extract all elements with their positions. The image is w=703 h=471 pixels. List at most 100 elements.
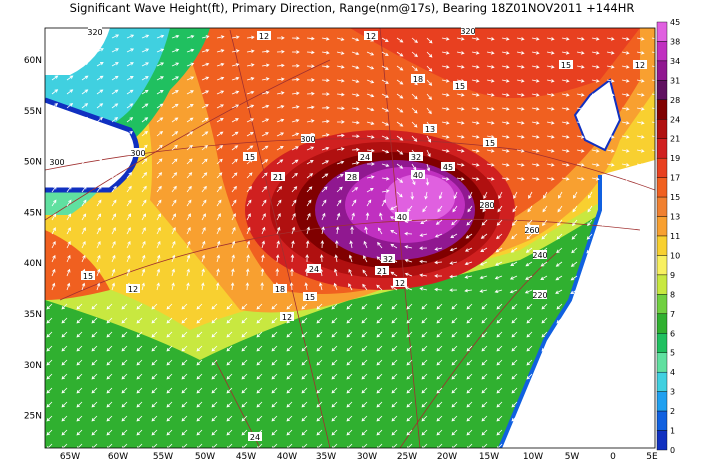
colorbar-swatch — [656, 235, 668, 256]
lat-label: 25N — [24, 412, 42, 422]
colorbar-label: 13 — [670, 213, 680, 222]
contour-label-bg — [280, 312, 294, 321]
contour-label: 32 — [411, 153, 421, 162]
contour-label-bg — [307, 264, 321, 273]
contour-label-bg — [525, 225, 539, 234]
colorbar-label: 8 — [670, 290, 675, 299]
contour-label-bg — [126, 284, 140, 293]
colorbar-label: 15 — [670, 193, 680, 202]
contour-label-bg — [50, 157, 64, 166]
colorbar-swatch — [656, 41, 668, 62]
colorbar-label: 17 — [670, 174, 680, 183]
colorbar-label: 19 — [670, 154, 680, 163]
contour-label: 300 — [49, 158, 64, 167]
colorbar-label: 11 — [670, 232, 680, 241]
contour-label: 300 — [130, 149, 145, 158]
colorbar-label: 31 — [670, 76, 680, 85]
contour-label-bg — [533, 250, 547, 259]
contour-label: 24 — [309, 265, 319, 274]
contour-label: 15 — [245, 153, 255, 162]
contour-label: 40 — [397, 213, 407, 222]
contour-label: 15 — [485, 139, 495, 148]
lon-label: 50W — [195, 452, 215, 462]
contour-label: 12 — [366, 32, 376, 41]
colorbar-swatch — [656, 410, 668, 431]
contour-label: 220 — [532, 291, 547, 300]
lon-label: 10W — [523, 452, 543, 462]
lon-label: 60W — [108, 452, 128, 462]
contour-label: 320 — [87, 28, 102, 37]
lon-label: 20W — [437, 452, 457, 462]
contour-label-bg — [88, 27, 102, 36]
lon-label: 55W — [153, 452, 173, 462]
contour-label-bg — [461, 26, 475, 35]
contour-label: 15 — [305, 293, 315, 302]
contour-label: 12 — [259, 32, 269, 41]
colorbar-label: 9 — [670, 271, 675, 280]
contour-label-bg — [453, 81, 467, 90]
contour-label: 21 — [273, 173, 283, 182]
map-title: Significant Wave Height(ft), Primary Dir… — [70, 1, 635, 15]
colorbar-label: 0 — [670, 446, 675, 455]
colorbar-swatch — [656, 274, 668, 295]
colorbar-label: 45 — [670, 18, 680, 27]
contour-label: 15 — [561, 61, 571, 70]
colorbar-swatch — [656, 255, 668, 276]
colorbar-swatch — [656, 138, 668, 159]
contour-label-bg — [409, 152, 423, 161]
contour-label: 15 — [83, 272, 93, 281]
contour-label-bg — [559, 60, 573, 69]
contour-label-bg — [345, 172, 359, 181]
contour-label-bg — [301, 134, 315, 143]
lon-label: 15W — [479, 452, 499, 462]
contour-label: 12 — [395, 279, 405, 288]
contour-label: 18 — [413, 75, 423, 84]
contour-label: 13 — [425, 125, 435, 134]
lon-label: 35W — [316, 452, 336, 462]
colorbar-swatch — [656, 196, 668, 217]
contour-label: 260 — [524, 226, 539, 235]
contour-label: 45 — [443, 163, 453, 172]
colorbar-swatch — [656, 352, 668, 373]
contour-label: 320 — [460, 27, 475, 36]
colorbar-swatch — [656, 80, 668, 101]
contour-label-bg — [395, 212, 409, 221]
colorbar-label: 1 — [670, 427, 675, 436]
colorbar-swatch — [656, 391, 668, 412]
contour-label-bg — [358, 152, 372, 161]
contour-label: 28 — [347, 173, 357, 182]
colorbar-label: 3 — [670, 388, 675, 397]
lon-label: 25W — [397, 452, 417, 462]
contour-label-bg — [273, 284, 287, 293]
colorbar-label: 5 — [670, 349, 675, 358]
colorbar-label: 2 — [670, 407, 675, 416]
lon-label: 30W — [357, 452, 377, 462]
contour-label-bg — [393, 278, 407, 287]
contour-label: 240 — [532, 251, 547, 260]
contour-label-bg — [480, 200, 494, 209]
contour-label: 12 — [635, 61, 645, 70]
contour-label-bg — [364, 31, 378, 40]
contour-label-bg — [441, 162, 455, 171]
contour-label-bg — [81, 271, 95, 280]
colorbar-label: 24 — [670, 115, 680, 124]
contour-label-bg — [533, 290, 547, 299]
lat-label: 50N — [24, 158, 42, 168]
contour-label: 300 — [300, 135, 315, 144]
contour-label: 15 — [455, 82, 465, 91]
lat-label: 55N — [24, 107, 42, 117]
colorbar-swatch — [656, 333, 668, 353]
contour-label-bg — [248, 432, 262, 441]
contour-label-bg — [483, 138, 497, 147]
contour-label: 12 — [128, 285, 138, 294]
lon-label: 5E — [646, 452, 658, 462]
contour-label: 40 — [413, 171, 423, 180]
colorbar-label: 6 — [670, 329, 675, 338]
colorbar-label: 38 — [670, 37, 680, 46]
lat-label: 40N — [24, 259, 42, 269]
map-frame — [44, 27, 656, 449]
contour-label: 24 — [360, 153, 370, 162]
contour-label-bg — [271, 172, 285, 181]
